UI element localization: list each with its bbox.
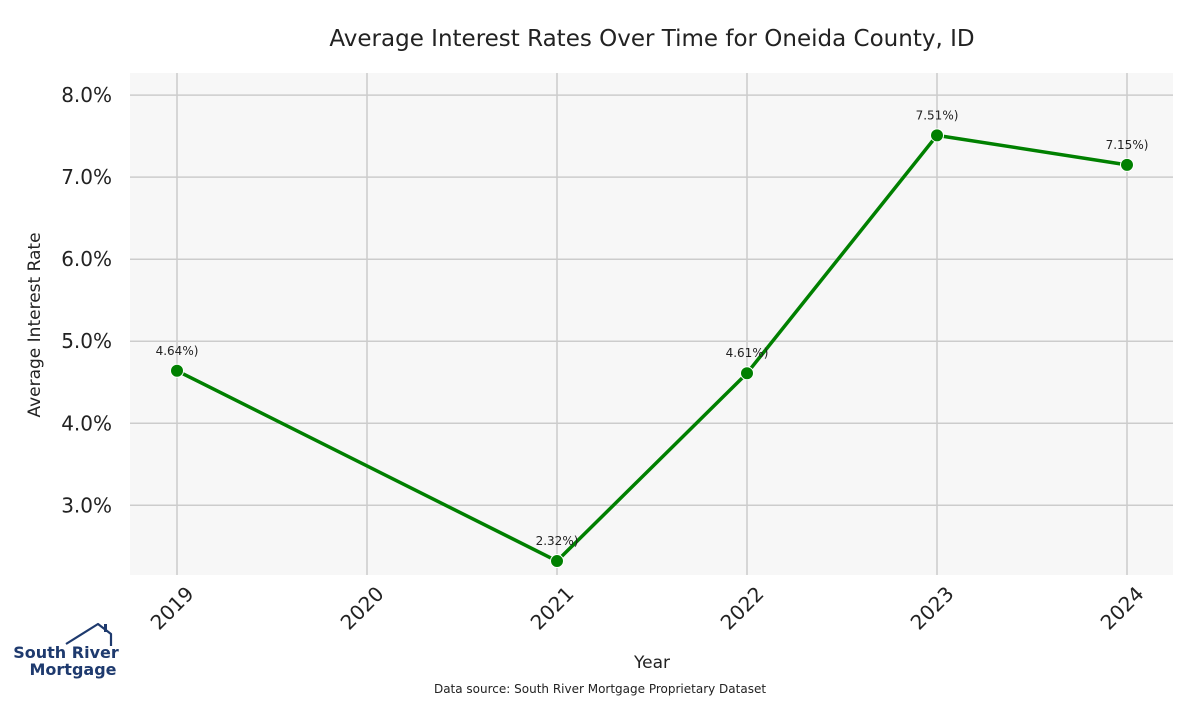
data-point — [930, 128, 944, 143]
x-axis-label: Year — [633, 653, 670, 673]
data-label: 2.32%) — [536, 534, 579, 548]
y-tick-label: 8.0% — [61, 83, 112, 107]
plot-area — [130, 73, 1173, 575]
y-tick-label: 4.0% — [61, 411, 112, 435]
data-label: 7.51%) — [916, 108, 959, 122]
data-labels: 4.64%) 2.32%) 4.61%) 7.51%) 7.15%) — [156, 108, 1149, 548]
house-icon — [65, 622, 113, 646]
x-tick-label: 2023 — [906, 582, 959, 635]
data-source-note: Data source: South River Mortgage Propri… — [434, 682, 766, 696]
y-tick-label: 6.0% — [61, 247, 112, 271]
data-point — [550, 554, 564, 569]
y-tick-label: 3.0% — [61, 493, 112, 517]
data-label: 4.61%) — [726, 346, 769, 360]
data-label: 4.64%) — [156, 344, 199, 358]
data-label: 7.15%) — [1106, 138, 1149, 152]
x-tick-label: 2019 — [146, 582, 199, 635]
chart-title: Average Interest Rates Over Time for One… — [329, 26, 974, 52]
x-tick-label: 2024 — [1096, 582, 1149, 635]
company-logo: South River Mortgage — [13, 622, 119, 679]
y-tick-label: 5.0% — [61, 329, 112, 353]
x-tick-label: 2020 — [336, 582, 389, 635]
data-point — [170, 363, 184, 378]
y-axis-ticks: 3.0% 4.0% 5.0% 6.0% 7.0% 8.0% — [61, 83, 112, 517]
series — [170, 128, 1134, 569]
grid — [130, 73, 1173, 575]
y-axis-label: Average Interest Rate — [25, 232, 45, 417]
y-tick-label: 7.0% — [61, 165, 112, 189]
data-point — [1120, 157, 1134, 172]
x-axis-ticks: 2019 2020 2021 2022 2023 2024 — [146, 582, 1149, 635]
x-tick-label: 2022 — [716, 582, 769, 635]
logo-line-1: South River — [13, 643, 119, 662]
data-point — [740, 366, 754, 381]
x-tick-label: 2021 — [526, 582, 579, 635]
logo-line-2: Mortgage — [29, 660, 116, 679]
